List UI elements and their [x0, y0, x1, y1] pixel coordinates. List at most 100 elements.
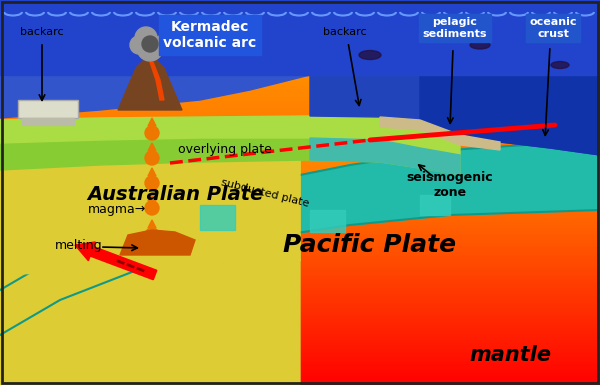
Bar — [0, 347, 600, 351]
Bar — [200, 205, 235, 230]
Bar — [0, 4, 600, 8]
Bar — [0, 214, 600, 219]
Bar — [0, 362, 600, 365]
Bar — [0, 259, 600, 263]
Text: Kermadec
volcanic arc: Kermadec volcanic arc — [163, 20, 257, 50]
Bar — [0, 197, 600, 201]
Bar — [0, 131, 600, 136]
Polygon shape — [150, 62, 164, 100]
Bar — [0, 200, 600, 204]
Polygon shape — [0, 138, 460, 175]
Bar — [0, 162, 600, 166]
Circle shape — [142, 36, 158, 52]
Ellipse shape — [470, 41, 490, 49]
Bar — [0, 320, 600, 324]
Circle shape — [145, 228, 159, 242]
Bar — [0, 45, 600, 50]
Bar — [0, 332, 600, 336]
Bar — [0, 0, 600, 5]
Bar — [0, 341, 600, 345]
Bar — [0, 279, 600, 283]
Bar — [0, 30, 600, 35]
Polygon shape — [0, 116, 460, 155]
Bar — [22, 118, 74, 125]
Text: oceanic
crust: oceanic crust — [529, 17, 577, 39]
Bar — [0, 176, 600, 181]
Bar — [0, 101, 600, 106]
Bar — [0, 22, 600, 27]
Bar — [0, 56, 600, 61]
Polygon shape — [148, 168, 156, 176]
FancyBboxPatch shape — [18, 100, 78, 118]
Bar — [0, 344, 600, 348]
Bar — [0, 11, 600, 16]
Bar — [0, 124, 600, 129]
Bar — [0, 273, 600, 277]
Polygon shape — [120, 230, 195, 255]
Bar — [0, 150, 600, 154]
Bar — [0, 15, 600, 20]
Bar — [0, 105, 600, 110]
Bar — [0, 226, 600, 230]
Bar — [310, 210, 345, 232]
Bar — [0, 139, 600, 144]
Bar — [0, 120, 600, 125]
Bar — [0, 97, 600, 102]
Bar — [0, 350, 600, 354]
Bar — [0, 60, 600, 65]
Polygon shape — [0, 0, 310, 118]
Text: backarc: backarc — [323, 27, 367, 37]
Bar — [0, 311, 600, 315]
Polygon shape — [310, 0, 600, 155]
Bar — [0, 379, 600, 383]
Bar — [0, 90, 600, 95]
Bar — [0, 79, 600, 84]
Bar — [0, 188, 600, 192]
Bar — [0, 153, 600, 157]
Bar — [0, 221, 600, 224]
Text: magma→: magma→ — [88, 204, 146, 216]
Circle shape — [145, 176, 159, 190]
Text: pelagic
sediments: pelagic sediments — [423, 17, 487, 39]
Text: backarc: backarc — [20, 27, 64, 37]
Bar — [0, 26, 600, 31]
Bar — [0, 306, 600, 310]
Bar — [0, 41, 600, 46]
Polygon shape — [0, 140, 300, 275]
Polygon shape — [0, 140, 300, 385]
Bar — [0, 37, 600, 42]
Bar — [0, 315, 600, 318]
Bar — [0, 116, 600, 121]
Circle shape — [152, 36, 170, 54]
Bar — [0, 264, 600, 268]
Bar — [0, 238, 600, 242]
Bar — [0, 156, 600, 160]
Bar — [0, 376, 600, 380]
Bar — [0, 212, 600, 216]
Bar — [0, 49, 600, 54]
Bar — [0, 300, 600, 304]
Bar — [0, 135, 600, 140]
Bar — [0, 19, 600, 23]
Bar — [0, 86, 600, 91]
Polygon shape — [420, 0, 600, 155]
Bar — [0, 285, 600, 289]
Circle shape — [137, 35, 163, 61]
Text: Pacific Plate: Pacific Plate — [283, 233, 457, 257]
Bar — [0, 171, 600, 174]
Bar — [0, 268, 600, 271]
Text: seismogenic
zone: seismogenic zone — [407, 171, 493, 199]
Bar — [0, 232, 600, 236]
Bar — [0, 291, 600, 295]
Bar — [0, 185, 600, 189]
Bar — [0, 206, 600, 210]
Circle shape — [145, 126, 159, 140]
Polygon shape — [118, 60, 182, 110]
Bar — [0, 146, 600, 151]
Bar — [0, 75, 600, 80]
Bar — [0, 276, 600, 280]
Bar — [0, 282, 600, 286]
Bar — [0, 218, 600, 221]
Bar — [0, 303, 600, 307]
Bar — [0, 94, 600, 99]
